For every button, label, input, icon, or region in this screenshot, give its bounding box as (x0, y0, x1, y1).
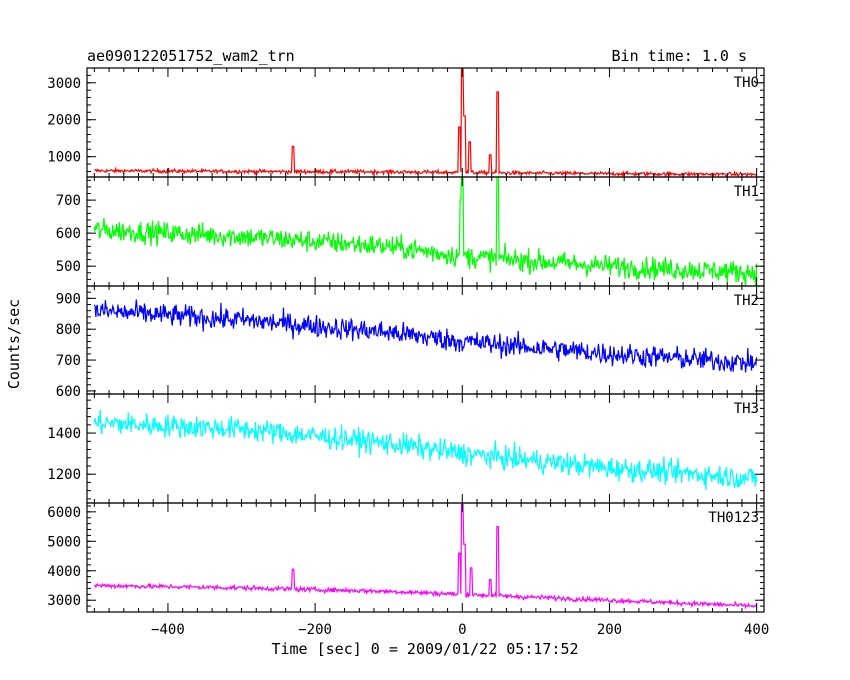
series-line-th1 (93, 177, 758, 286)
y-tick-label: 800 (56, 322, 81, 338)
panel-th2: 600 700 800 900 TH2 (56, 285, 765, 400)
y-axis-label: Counts/sec (5, 299, 23, 389)
x-axis-label: Time [sec] 0 = 2009/01/22 05:17:52 (271, 640, 578, 658)
y-tick-label: 6000 (47, 505, 81, 521)
y-tick-label: 700 (56, 193, 81, 209)
panel-frame-th0123 (86, 502, 765, 613)
x-tick-label: 400 (744, 622, 769, 638)
x-tick-label: 200 (597, 622, 622, 638)
x-tick-label: −400 (151, 622, 185, 638)
y-tick-label: 600 (56, 384, 81, 400)
y-tick-label: 700 (56, 353, 81, 369)
y-tick-label: 3000 (47, 593, 81, 609)
y-tick-label: 500 (56, 259, 81, 275)
series-line-th0123 (93, 503, 758, 610)
panel-label-th0123: TH0123 (708, 510, 759, 526)
panel-label-th2: TH2 (734, 293, 759, 309)
series-line-th3 (93, 409, 758, 491)
y-tick-label: 3000 (47, 76, 81, 92)
panel-frame-th0 (86, 67, 765, 178)
x-tick-label: 0 (458, 622, 466, 638)
x-tick-label: −200 (298, 622, 332, 638)
y-tick-label: 1200 (47, 467, 81, 483)
series-line-th0 (94, 68, 758, 177)
y-tick-label: 900 (56, 291, 81, 307)
y-tick-label: 1400 (47, 426, 81, 442)
panel-th1: 500 600 700 TH1 (56, 176, 765, 287)
panel-label-th3: TH3 (734, 401, 759, 417)
y-tick-label: 2000 (47, 113, 81, 129)
panel-label-th0: TH0 (734, 75, 759, 91)
panel-th3: 1200 1400 TH3 (47, 393, 765, 504)
panel-label-th1: TH1 (734, 184, 759, 200)
chart-header-right: Bin time: 1.0 s (612, 47, 747, 65)
y-tick-label: 5000 (47, 534, 81, 550)
chart-header-left: ae090122051752_wam2_trn (87, 47, 295, 65)
y-tick-label: 1000 (47, 150, 81, 166)
y-tick-label: 600 (56, 226, 81, 242)
panel-th0123: 3000 4000 5000 6000 TH0123 (47, 502, 765, 613)
series-line-th2 (93, 299, 758, 373)
y-tick-label: 4000 (47, 564, 81, 580)
panel-th0: 1000 2000 3000 TH0 (47, 67, 765, 178)
